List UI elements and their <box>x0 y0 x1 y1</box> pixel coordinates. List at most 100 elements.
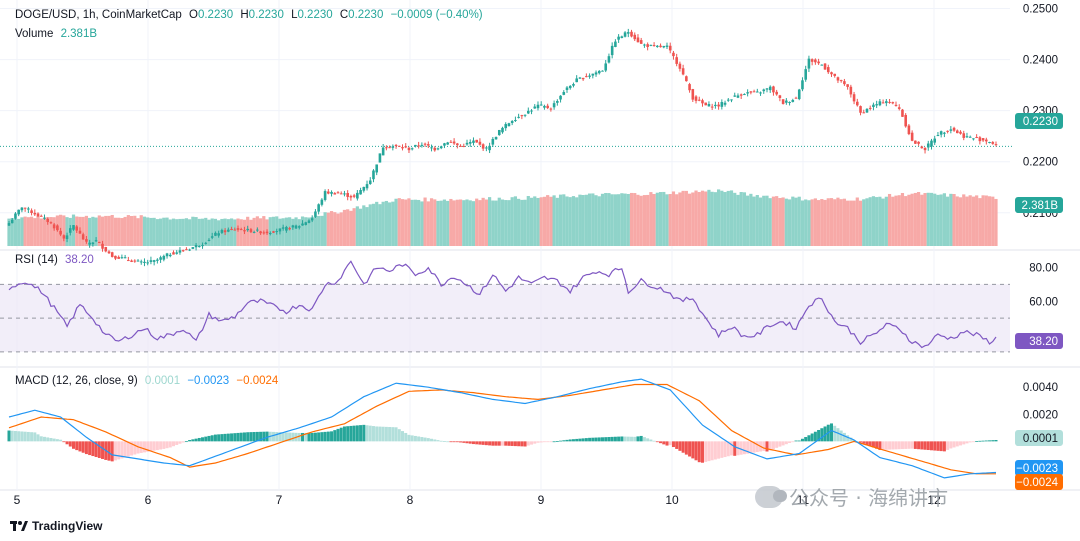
macd-hist-bar <box>975 441 979 442</box>
candle-body <box>59 230 62 235</box>
candle-body <box>691 89 695 100</box>
candle-body <box>926 143 930 148</box>
candle-body <box>285 226 288 231</box>
volume-bar <box>207 219 211 246</box>
price-tick-label: 0.2500 <box>1023 4 1058 16</box>
volume-bar <box>20 217 24 246</box>
macd-signal-pill-bg <box>1015 474 1063 490</box>
macd-hist-bar <box>804 437 808 442</box>
volume-bar <box>320 215 324 246</box>
candle-body <box>94 240 98 242</box>
volume-bar <box>907 194 911 246</box>
volume-bar <box>613 194 617 246</box>
macd-hist-bar <box>833 425 837 442</box>
macd-hist-bar <box>13 431 17 442</box>
macd-hist-bar <box>275 432 279 442</box>
volume-bar <box>297 219 301 246</box>
volume-bar <box>52 217 56 246</box>
macd-hist-bar <box>994 440 998 442</box>
volume-bar <box>294 217 298 246</box>
volume-bar <box>439 200 443 246</box>
macd-hist-bar <box>333 430 337 442</box>
macd-hist-bar <box>452 441 456 443</box>
macd-hist-bar <box>926 441 930 451</box>
macd-hist-bar <box>420 437 424 442</box>
candle-body <box>801 80 804 90</box>
volume-bar <box>168 219 172 246</box>
candle-body <box>775 91 778 95</box>
candle-body <box>481 144 485 149</box>
macd-hist-bar <box>201 437 205 442</box>
macd-hist-bar <box>568 439 572 442</box>
candle-body <box>397 145 401 147</box>
candle-body <box>591 73 595 76</box>
candle-body <box>630 31 633 37</box>
candle-body <box>127 260 130 262</box>
candle-body <box>514 119 517 121</box>
macd-hist-bar <box>475 441 479 445</box>
candle-body <box>933 138 937 143</box>
candle-body <box>333 193 337 195</box>
candle-body <box>543 105 546 108</box>
macd-hist-bar <box>407 434 411 442</box>
macd-hist-bar <box>501 441 504 446</box>
volume-bar <box>816 200 821 246</box>
volume-bar <box>191 216 195 246</box>
macd-hist-bar <box>588 437 592 442</box>
macd-hist-bar <box>197 437 201 442</box>
volume-bar <box>165 217 169 246</box>
macd-hist-bar <box>952 441 956 448</box>
macd-hist-bar <box>691 441 695 459</box>
volume-bar <box>426 201 430 246</box>
candle-body <box>946 130 949 132</box>
volume-bar <box>158 218 163 246</box>
volume-bar <box>594 195 598 246</box>
candle-body <box>562 92 566 95</box>
candle-body <box>962 133 966 138</box>
macd-hist-bar <box>284 432 288 442</box>
macd-tick-label: 0.0020 <box>1023 409 1058 421</box>
candle-body <box>178 250 182 253</box>
macd-hist-bar <box>210 435 214 442</box>
volume-bar <box>939 194 943 246</box>
macd-hist-bar <box>536 441 540 443</box>
macd-hist-bar <box>46 437 50 442</box>
candle-body <box>81 234 85 240</box>
volume-bar <box>581 194 585 246</box>
volume-bar <box>791 196 795 246</box>
macd-hist-bar <box>671 441 675 448</box>
macd-hist-bar <box>188 440 192 442</box>
volume-bar <box>100 216 105 246</box>
x-tick-label: 9 <box>538 493 545 507</box>
candle-body <box>446 142 449 145</box>
candle-body <box>65 235 69 240</box>
macd-hist-bar <box>959 441 963 446</box>
macd-hist-bar <box>955 441 959 447</box>
rsi-pill-bg <box>1015 333 1063 349</box>
macd-hist-bar <box>639 435 643 442</box>
candle-body <box>594 72 598 75</box>
close-value: 0.2230 <box>348 9 384 21</box>
candle-body <box>891 102 895 104</box>
macd-hist-bar <box>507 441 511 446</box>
volume-bar <box>771 196 776 246</box>
macd-hist-bar <box>17 431 21 442</box>
volume-bar <box>491 200 495 246</box>
symbol-label: DOGE/USD, 1h, CoinMarketCap <box>15 9 182 21</box>
candle-body <box>430 147 433 149</box>
main-legend: DOGE/USD, 1h, CoinMarketCap O0.2230 H0.2… <box>15 9 487 21</box>
footer-brand[interactable]: TradingView <box>10 519 102 533</box>
candle-body <box>626 32 630 34</box>
volume-bar <box>446 200 450 246</box>
candle-body <box>172 252 175 255</box>
candle-body <box>62 235 66 239</box>
volume-bar <box>823 199 827 246</box>
volume-bar <box>81 216 85 246</box>
candle-body <box>181 250 185 252</box>
macd-hist-bar <box>549 441 553 443</box>
volume-bar <box>765 195 769 246</box>
macd-hist-bar <box>513 441 517 447</box>
volume-bar <box>226 219 230 246</box>
macd-hist-bar <box>617 436 621 442</box>
volume-bar <box>717 189 721 246</box>
